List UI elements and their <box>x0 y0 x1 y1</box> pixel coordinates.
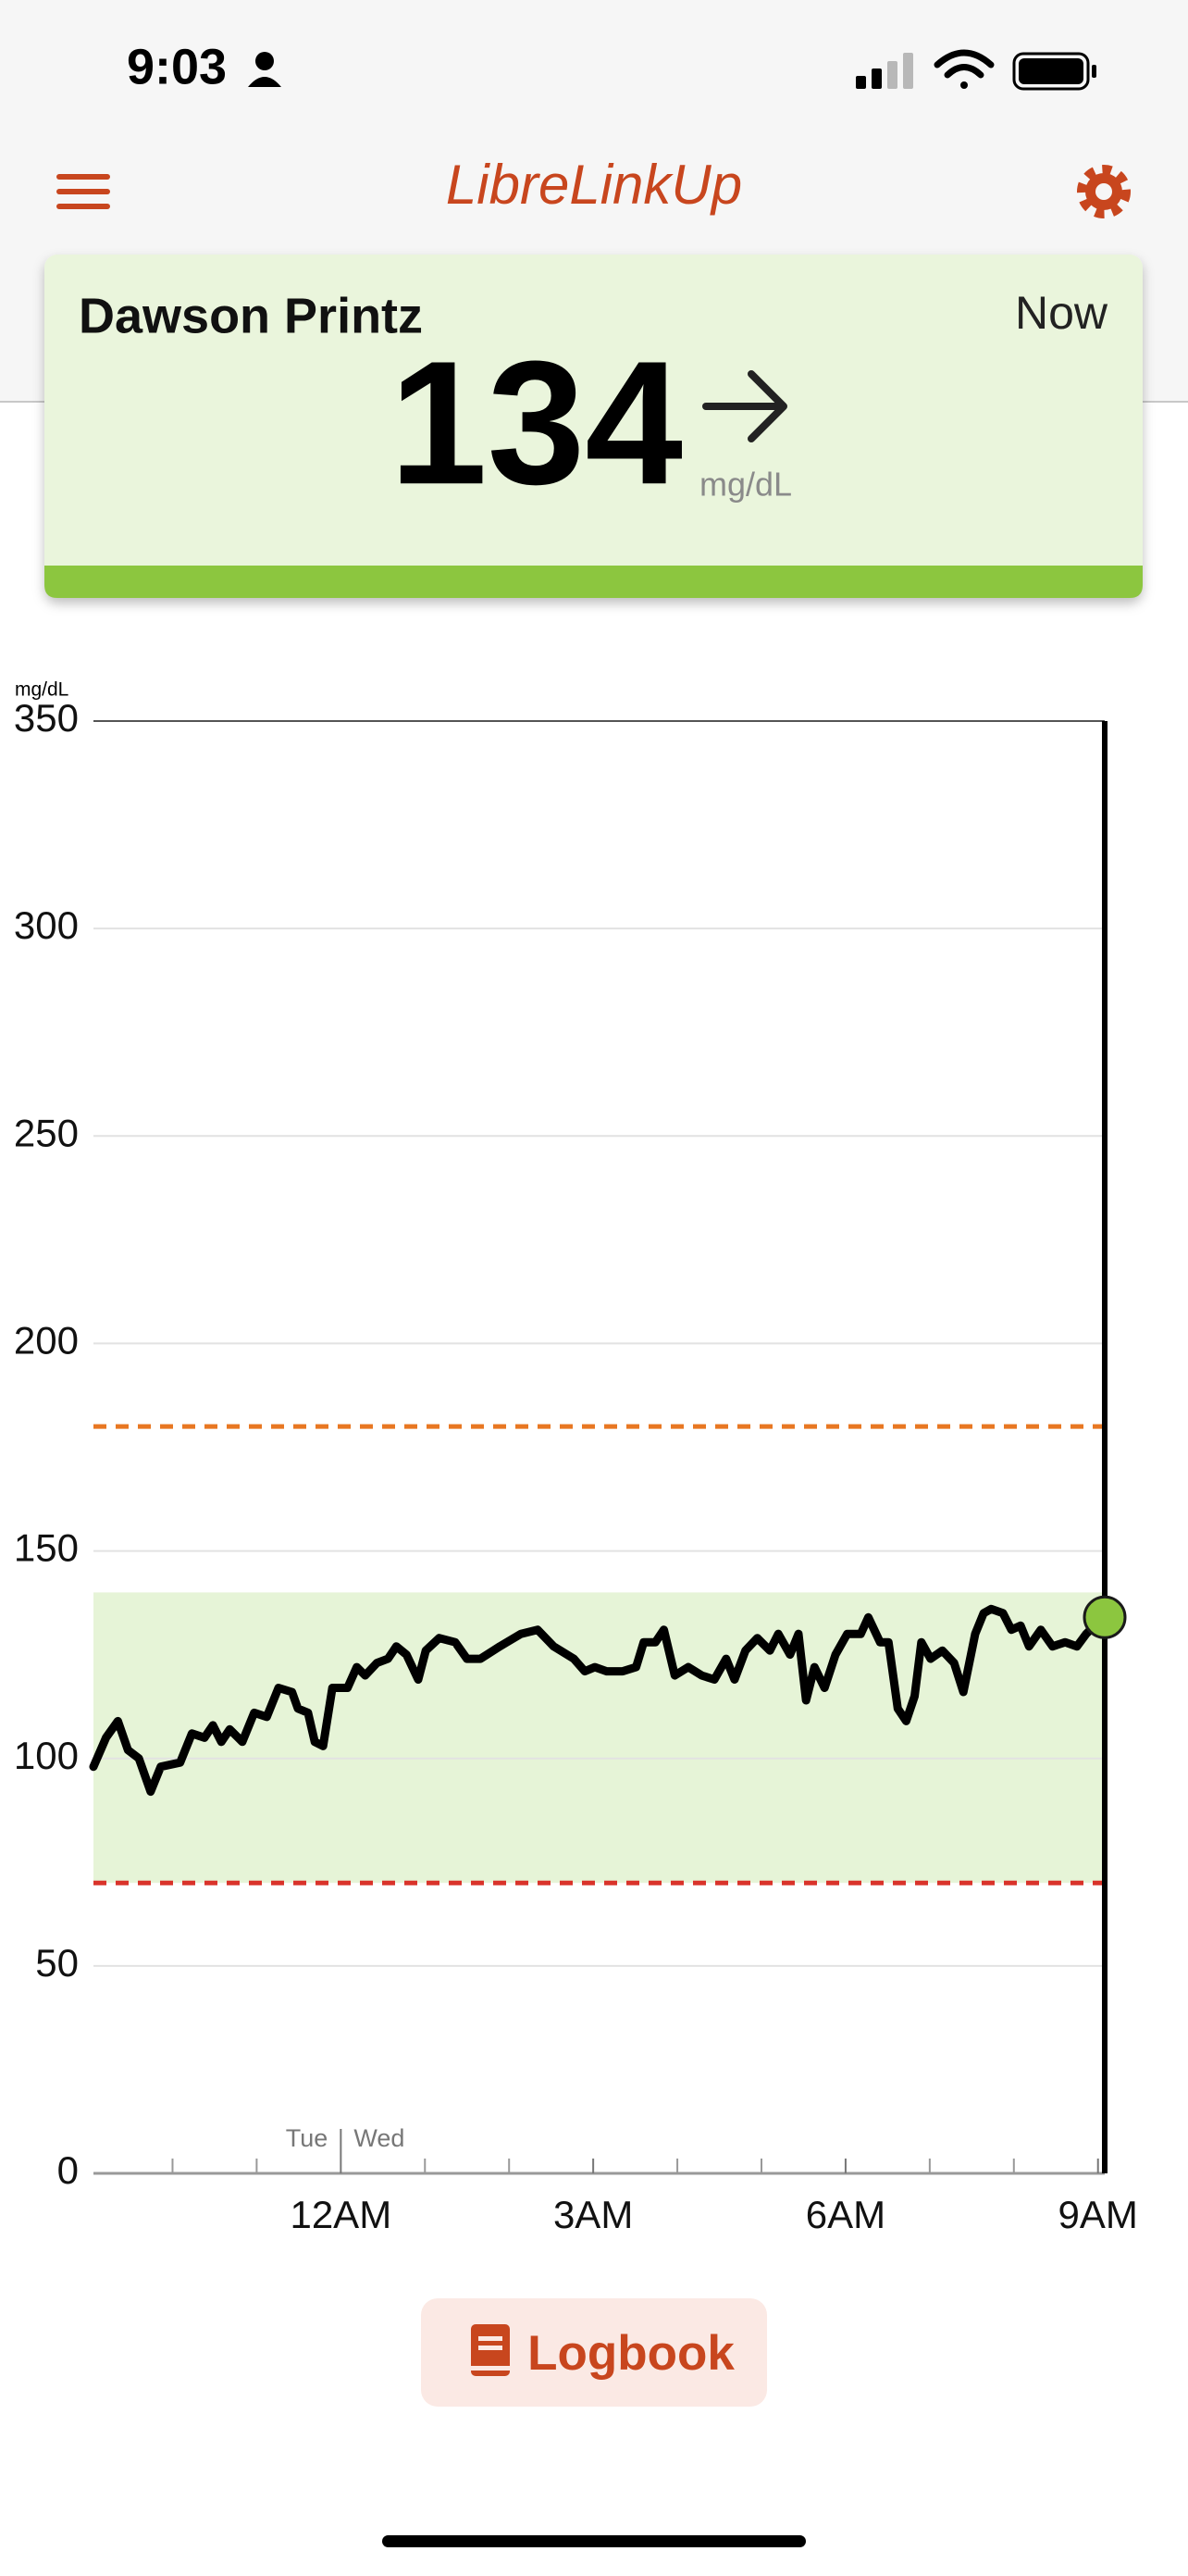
x-tick-label: 12AM <box>290 2193 391 2236</box>
glucose-card[interactable] <box>44 255 1143 598</box>
x-tick-label: 6AM <box>806 2193 885 2236</box>
glucose-value: 134 <box>390 325 683 521</box>
y-tick-label: 350 <box>14 696 79 740</box>
day-label: Wed <box>353 2124 404 2152</box>
home-indicator <box>382 2535 806 2547</box>
menu-button[interactable] <box>56 174 110 209</box>
logbook-label: Logbook <box>527 2326 735 2381</box>
trend-arrow <box>702 370 787 442</box>
day-label: Tue <box>286 2124 328 2152</box>
x-tick-label: 9AM <box>1058 2193 1138 2236</box>
logbook-button[interactable]: Logbook <box>421 2298 767 2407</box>
wifi-icon <box>934 49 995 89</box>
glucose-chart: 0 50 100 150 200 250 300 350 12AM Tue Wed 3AM 6AM 9AM <box>14 696 1138 2236</box>
reading-time: Now <box>1015 287 1108 339</box>
person-icon <box>248 52 281 87</box>
y-tick-label: 300 <box>14 903 79 947</box>
settings-button[interactable] <box>1077 165 1131 218</box>
status-time: 9:03 <box>127 39 227 94</box>
current-reading-marker <box>1083 1595 1127 1639</box>
patient-name: Dawson Printz <box>79 288 423 343</box>
x-tick-label: 3AM <box>553 2193 633 2236</box>
signal-icon <box>856 53 913 89</box>
glucose-line <box>89 1604 1109 1797</box>
book-icon <box>471 2324 510 2376</box>
y-tick-label: 0 <box>57 2148 79 2192</box>
y-axis-unit: mg/dL <box>15 679 68 701</box>
y-tick-label: 200 <box>14 1319 79 1363</box>
status-bar-green <box>44 566 1143 598</box>
target-band <box>93 1592 1105 1884</box>
y-tick-label: 150 <box>14 1526 79 1570</box>
y-tick-label: 100 <box>14 1734 79 1777</box>
battery-icon <box>1012 52 1096 91</box>
glucose-unit: mg/dL <box>699 466 792 504</box>
app-title: LibreLinkUp <box>446 154 742 216</box>
y-tick-label: 250 <box>14 1111 79 1154</box>
y-tick-label: 50 <box>35 1941 79 1985</box>
